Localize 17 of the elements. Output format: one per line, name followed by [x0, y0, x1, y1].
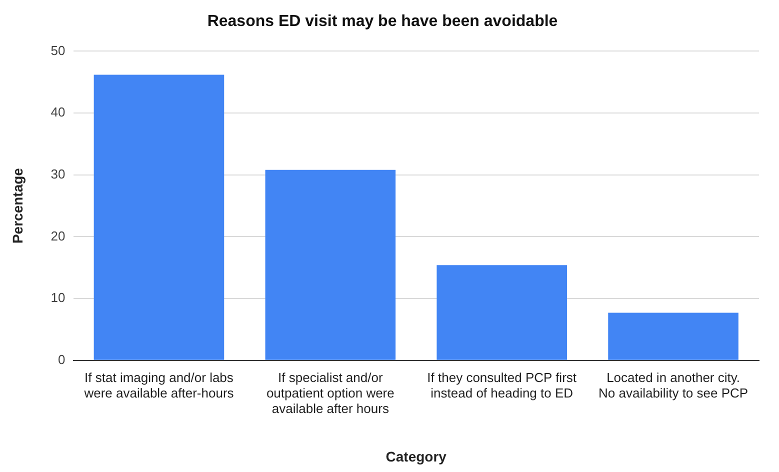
bar: [608, 312, 738, 360]
bar: [436, 265, 567, 360]
bar: [94, 74, 224, 360]
y-tick-label: 30: [50, 166, 66, 182]
y-tick-label: 0: [58, 352, 66, 367]
bar: [265, 170, 396, 360]
y-axis-title: Percentage: [9, 168, 26, 244]
x-tick-label: If stat imaging and/or labs were available after-hours: [83, 370, 234, 400]
chart-title: Reasons ED visit may be have been avoidable: [207, 13, 558, 30]
x-tick-label: If they consulted PCP first instead of heading to ED: [427, 370, 577, 400]
y-tick-label: 20: [50, 228, 66, 244]
x-axis-title: Category: [386, 448, 447, 464]
y-tick-label: 50: [50, 42, 66, 58]
y-tick-label: 10: [50, 290, 66, 306]
x-tick-label: If specialist and/or outpatient option were available after hours: [266, 370, 394, 416]
x-tick-label: Located in another city. No availability to see PCP: [598, 370, 748, 400]
y-tick-label: 40: [50, 104, 66, 120]
